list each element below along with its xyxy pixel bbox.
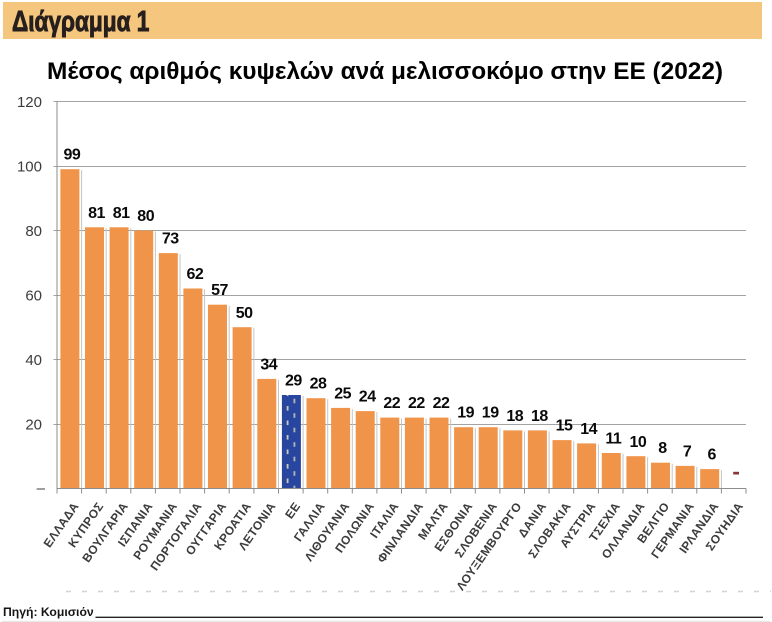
svg-text:73: 73 [162, 231, 179, 248]
svg-text:11: 11 [605, 431, 622, 448]
svg-text:34: 34 [260, 356, 277, 373]
svg-text:19: 19 [482, 405, 499, 422]
svg-text:62: 62 [187, 266, 204, 283]
svg-text:24: 24 [359, 389, 376, 406]
svg-text:14: 14 [580, 421, 597, 438]
svg-text:28: 28 [310, 376, 327, 393]
svg-text:29: 29 [285, 373, 302, 390]
svg-text:99: 99 [64, 147, 81, 164]
svg-text:81: 81 [88, 205, 105, 222]
svg-text:120: 120 [17, 94, 42, 111]
svg-text:Πηγή: Κομισιόν: Πηγή: Κομισιόν [3, 605, 94, 619]
svg-text:15: 15 [556, 418, 573, 435]
svg-text:100: 100 [17, 158, 42, 175]
svg-text:22: 22 [408, 395, 425, 412]
svg-text:7: 7 [683, 443, 692, 460]
svg-text:20: 20 [25, 416, 42, 433]
svg-text:18: 18 [531, 408, 548, 425]
svg-text:–: – [37, 480, 46, 497]
svg-text:80: 80 [137, 208, 154, 225]
svg-text:22: 22 [383, 395, 400, 412]
svg-text:6: 6 [707, 447, 716, 464]
svg-text:10: 10 [630, 434, 647, 451]
svg-text:40: 40 [25, 352, 42, 369]
svg-text:19: 19 [457, 405, 474, 422]
svg-text:25: 25 [334, 385, 351, 402]
svg-text:ΕΕ: ΕΕ [282, 500, 303, 522]
svg-text:81: 81 [113, 205, 130, 222]
svg-text:57: 57 [211, 282, 228, 299]
svg-text:18: 18 [506, 408, 523, 425]
svg-text:8: 8 [658, 440, 667, 457]
svg-text:22: 22 [433, 395, 450, 412]
svg-text:80: 80 [25, 223, 42, 240]
svg-text:50: 50 [236, 305, 253, 322]
svg-text:60: 60 [25, 287, 42, 304]
